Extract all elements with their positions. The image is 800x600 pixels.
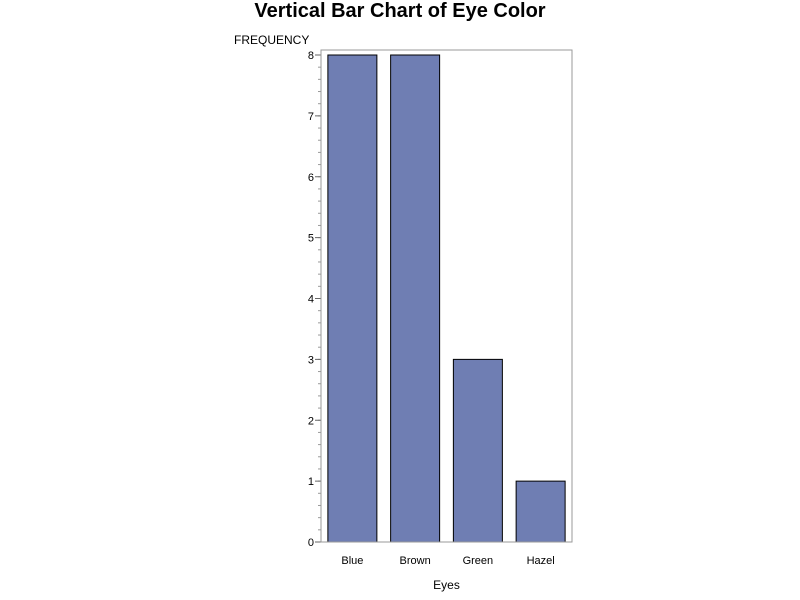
y-axis-label: FREQUENCY	[234, 33, 310, 47]
plot-frame	[320, 49, 573, 543]
bars	[327, 54, 566, 543]
y-tick-label: 5	[308, 233, 314, 245]
x-tick-labels: Blue Brown Green Hazel	[341, 555, 554, 567]
y-tick-label: 6	[308, 172, 314, 184]
bar-brown	[390, 54, 441, 543]
x-tick-label: Blue	[341, 555, 363, 567]
bar-hazel	[515, 480, 566, 543]
y-major-ticks	[315, 54, 321, 543]
bar-green	[452, 358, 503, 543]
y-tick-label: 8	[308, 50, 314, 62]
y-tick-labels: 0 1 2 3 4 5 6 7 8	[308, 50, 314, 549]
y-tick-label: 1	[308, 476, 314, 488]
x-tick-label: Hazel	[527, 555, 555, 567]
x-tick-label: Green	[463, 555, 494, 567]
x-tick-label: Brown	[400, 555, 431, 567]
y-tick-label: 2	[308, 415, 314, 427]
y-tick-label: 7	[308, 111, 314, 123]
x-axis-label: Eyes	[433, 578, 460, 592]
y-tick-label: 3	[308, 354, 314, 366]
chart-title: Vertical Bar Chart of Eye Color	[254, 0, 546, 22]
y-tick-label: 4	[308, 294, 314, 306]
y-tick-label: 0	[308, 537, 314, 549]
bar-blue	[327, 54, 378, 543]
